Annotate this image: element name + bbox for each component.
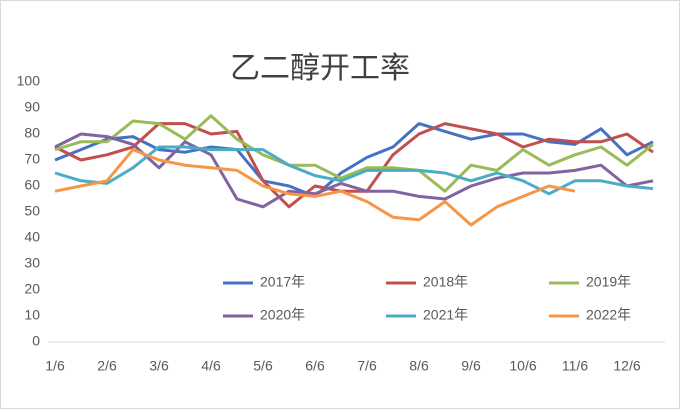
x-tick-label: 11/6 <box>562 358 588 374</box>
legend-label: 2019年 <box>586 274 631 290</box>
y-tick-label: 50 <box>24 203 40 219</box>
series-line <box>54 148 576 227</box>
y-tick-label: 40 <box>24 229 40 245</box>
series-line <box>54 122 654 209</box>
x-tick-label: 3/6 <box>149 358 169 374</box>
x-tick-label: 10/6 <box>509 358 536 374</box>
chart-title: 乙二醇开工率 <box>230 52 410 85</box>
x-tick-label: 2/6 <box>97 358 117 374</box>
series-line <box>54 114 654 193</box>
y-tick-label: 30 <box>24 255 40 271</box>
x-tick-label: 1/6 <box>45 358 65 374</box>
series-line <box>54 145 654 196</box>
legend-label: 2022年 <box>586 307 631 323</box>
x-tick-label: 6/6 <box>305 358 325 374</box>
y-tick-label: 10 <box>24 307 40 323</box>
x-tick-label: 9/6 <box>461 358 481 374</box>
x-tick-label: 5/6 <box>253 358 273 374</box>
x-tick-label: 4/6 <box>201 358 221 374</box>
series-line <box>54 122 654 198</box>
y-tick-label: 60 <box>24 177 40 193</box>
legend-label: 2018年 <box>423 274 468 290</box>
legend-label: 2020年 <box>260 307 305 323</box>
legend-label: 2021年 <box>423 307 468 323</box>
x-tick-label: 8/6 <box>409 358 429 374</box>
legend-label: 2017年 <box>260 274 305 290</box>
y-tick-label: 0 <box>32 333 40 349</box>
y-tick-label: 100 <box>17 73 41 89</box>
series-line <box>54 132 654 209</box>
x-tick-label: 12/6 <box>613 358 640 374</box>
y-tick-label: 70 <box>24 151 40 167</box>
y-tick-label: 90 <box>24 99 40 115</box>
y-tick-label: 80 <box>24 125 40 141</box>
y-tick-label: 20 <box>24 281 40 297</box>
x-tick-label: 7/6 <box>357 358 377 374</box>
